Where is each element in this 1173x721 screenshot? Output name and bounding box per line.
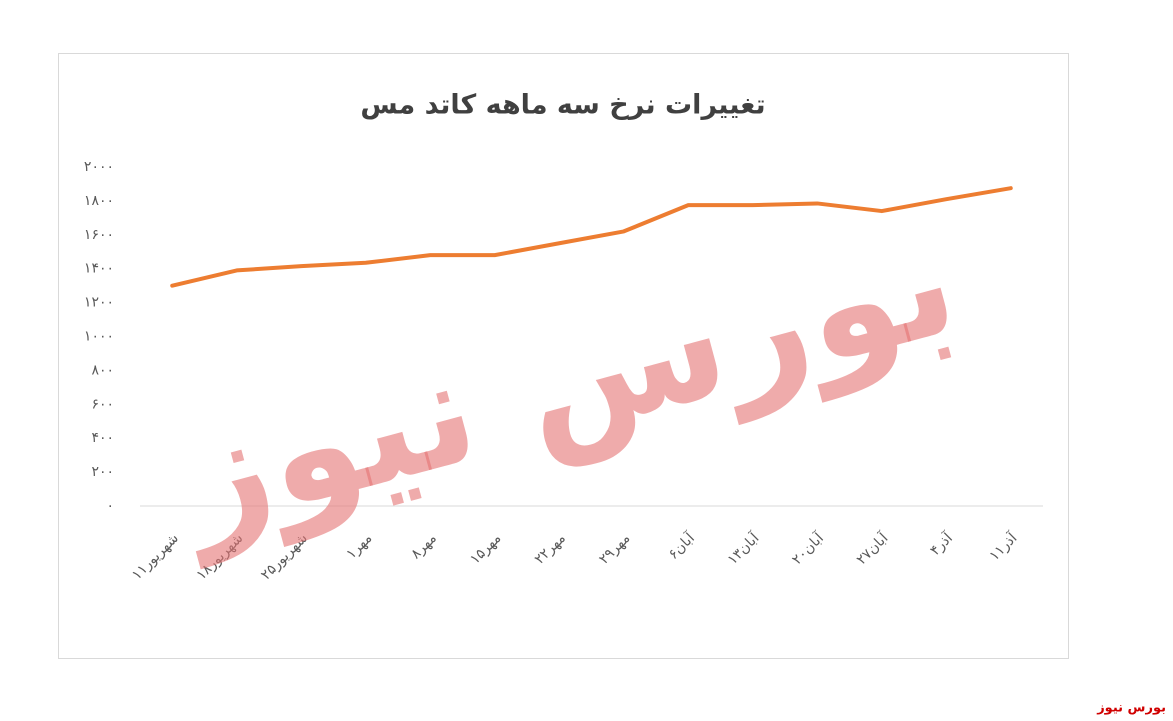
data-line — [170, 186, 1013, 288]
y-tick-label: ۸۰۰ — [91, 362, 114, 378]
y-tick-label: ۱۴۰۰ — [84, 261, 114, 277]
y-tick-label: ۱۸۰۰ — [84, 193, 114, 209]
source-label: بورس نیوز — [1096, 701, 1166, 716]
y-tick-label: ۱۲۰۰ — [84, 295, 114, 311]
chart-title: تغییرات نرخ سه ماهه کاتد مس — [360, 90, 765, 121]
y-tick-label: ۱۶۰۰ — [84, 227, 114, 243]
y-tick-label: ۶۰۰ — [91, 396, 114, 412]
y-tick-label: ۰ — [106, 498, 114, 514]
y-tick-label: ۱۰۰۰ — [84, 329, 114, 345]
y-tick-label: ۲۰۰ — [91, 464, 114, 480]
y-tick-label: ۴۰۰ — [91, 430, 114, 446]
chart-frame — [58, 53, 1069, 659]
y-tick-label: ۲۰۰۰ — [84, 159, 114, 175]
